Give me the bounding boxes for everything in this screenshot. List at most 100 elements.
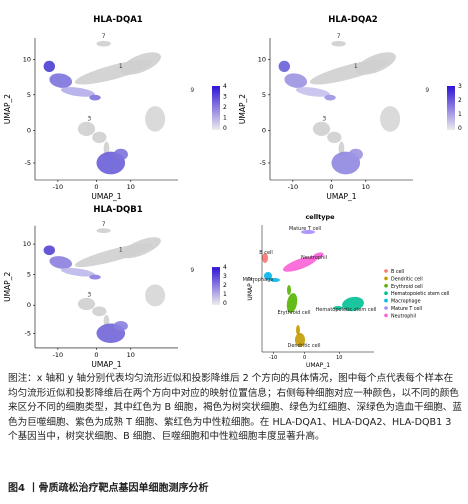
legend-label: Hematopoietic stem cell: [391, 291, 449, 297]
cell-cluster: [43, 245, 56, 256]
cell-cluster: [342, 296, 364, 312]
cell-cluster: [296, 325, 300, 335]
scale-label: 3: [223, 273, 227, 280]
x-tick-label: -10: [53, 351, 64, 359]
cell-cluster: [312, 252, 324, 260]
legend-dot: [384, 313, 388, 318]
cell-cluster: [333, 306, 343, 310]
x-tick-label: 10: [127, 183, 135, 191]
figure-title: 图4 丨骨质疏松治疗靶点基因单细胞测序分析: [8, 483, 209, 494]
scale-label: 0: [223, 125, 227, 132]
y-tick-label: 10: [23, 240, 31, 248]
cell-cluster: [327, 131, 342, 144]
y-tick-label: 5: [27, 91, 31, 99]
legend-dot: [384, 284, 388, 288]
cluster-label: 3: [87, 115, 91, 122]
scale-label: 1: [223, 115, 227, 122]
cell-label: Neutrophil: [301, 255, 327, 261]
y-axis-label: UMAP_2: [3, 94, 12, 124]
cell-cluster: [120, 237, 161, 259]
cell-cluster: [295, 87, 330, 97]
cell-cluster: [43, 60, 56, 73]
cell-label: Hematopoietic stem cell: [316, 307, 377, 313]
cell-cluster: [301, 230, 315, 234]
y-tick-label: 0: [27, 301, 31, 309]
cell-cluster: [145, 284, 166, 307]
cell-cluster: [262, 253, 268, 263]
x-tick-label: -10: [288, 183, 299, 191]
panel-title: HLA-DQA1: [93, 15, 142, 25]
scale-label: 3: [223, 94, 227, 101]
color-scale: [447, 86, 455, 130]
y-tick-label: 10: [258, 55, 266, 63]
cluster-label: 7: [102, 33, 106, 40]
x-tick-label: 10: [336, 355, 342, 361]
cell-cluster: [270, 278, 280, 282]
cell-cluster: [278, 60, 291, 73]
cell-cluster: [145, 106, 166, 132]
y-tick-label: 0: [27, 126, 31, 134]
cell-cluster: [282, 256, 318, 272]
x-tick-label: 0: [94, 351, 98, 359]
scale-label: 4: [223, 264, 227, 271]
scale-label: 2: [223, 104, 227, 111]
cell-cluster: [324, 94, 336, 101]
cluster-label: 3: [87, 292, 91, 299]
y-axis-label: UMAP_2: [238, 94, 247, 124]
cell-cluster: [113, 321, 128, 331]
cell-cluster: [120, 52, 161, 75]
cell-cluster: [348, 148, 363, 161]
y-tick-label: 5: [27, 271, 31, 279]
cell-cluster: [92, 131, 107, 144]
x-tick-label: 0: [303, 355, 306, 361]
legend-label: Dendritic cell: [391, 276, 423, 282]
legend-label: Macrophage: [391, 299, 421, 305]
cell-cluster: [113, 148, 128, 161]
cell-cluster: [264, 272, 272, 280]
scale-label: 0: [223, 300, 227, 307]
cell-cluster: [286, 293, 298, 313]
cell-cluster: [89, 94, 101, 101]
cell-cluster: [60, 87, 95, 97]
x-axis-label: UMAP_1: [326, 192, 356, 201]
y-tick-label: -5: [260, 159, 266, 167]
y-tick-label: 10: [23, 55, 31, 63]
x-tick-label: 10: [362, 183, 370, 191]
x-tick-label: -10: [53, 183, 64, 191]
scale-label: 2: [458, 97, 462, 104]
cluster-label: 3: [322, 115, 326, 122]
color-scale: [212, 86, 220, 130]
cell-label: Macrophage: [243, 277, 274, 283]
legend-dot: [384, 306, 388, 310]
legend-dot: [384, 269, 388, 273]
scale-label: 2: [223, 282, 227, 289]
cell-label: Mature T cell: [289, 226, 321, 232]
cluster-label: 1: [119, 63, 123, 70]
scale-label: 3: [458, 83, 462, 90]
x-axis-label: UMAP_1: [306, 362, 330, 369]
y-tick-label: -5: [25, 159, 31, 167]
legend-label: Neutrophil: [391, 313, 416, 319]
cell-cluster: [380, 106, 401, 132]
cell-cluster: [312, 121, 331, 136]
x-axis-label: UMAP_1: [91, 192, 121, 201]
scale-label: 1: [223, 291, 227, 298]
legend-label: Erythroid cell: [391, 284, 423, 290]
cell-cluster: [49, 256, 73, 269]
cell-cluster: [287, 285, 291, 295]
x-tick-label: 10: [127, 351, 135, 359]
cell-cluster: [60, 267, 95, 277]
cluster-label: 9: [190, 267, 194, 274]
scale-label: 0: [458, 125, 462, 132]
cell-cluster: [49, 73, 73, 88]
panel-title: celltype: [305, 213, 335, 221]
scale-label: 4: [223, 83, 227, 90]
y-tick-label: 0: [262, 126, 266, 134]
cell-cluster: [355, 52, 396, 75]
y-tick-label: -5: [25, 329, 31, 337]
cell-cluster: [331, 40, 346, 47]
y-axis-label: UMAP_2: [247, 276, 254, 300]
cluster-label: 9: [425, 87, 429, 94]
cluster-label: 1: [354, 63, 358, 70]
